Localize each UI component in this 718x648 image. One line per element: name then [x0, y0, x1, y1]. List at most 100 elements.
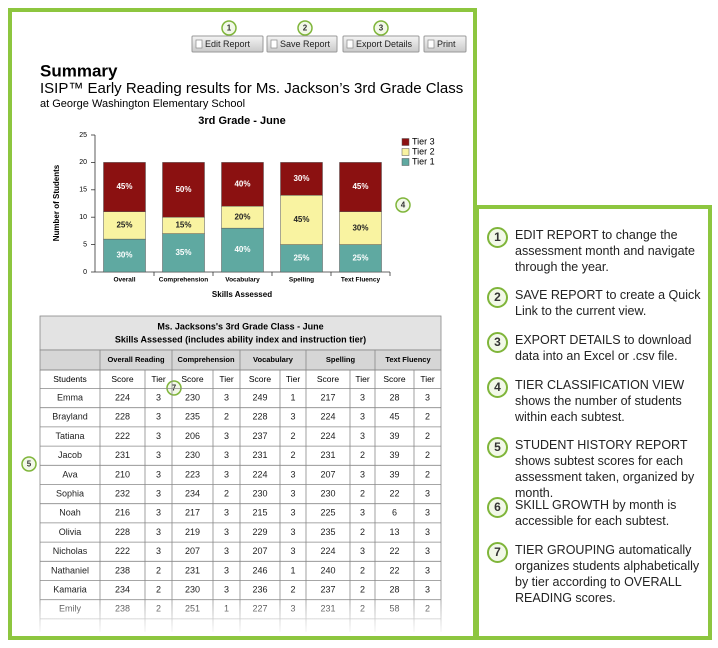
- table-cell: 228: [115, 527, 130, 537]
- table-cell: 228: [115, 412, 130, 422]
- table-cell: 2: [360, 584, 365, 594]
- callout-number: 5: [27, 460, 32, 469]
- table-cell: 2: [290, 450, 295, 460]
- table-cell: 28: [389, 392, 399, 402]
- button-icon: [427, 39, 435, 49]
- callout-marker: [166, 380, 182, 396]
- value-label: 45%: [352, 182, 368, 191]
- table-cell: 3: [224, 546, 229, 556]
- toolbar-button[interactable]: Export Details: [342, 35, 420, 53]
- table-cell: 231: [185, 565, 200, 575]
- note-text: SKILL GROWTH by month is accessible for …: [515, 498, 677, 528]
- table-cell: 3: [156, 412, 161, 422]
- table-cell: 6: [392, 508, 397, 518]
- note-text: TIER CLASSIFICATION VIEW shows the numbe…: [515, 378, 685, 424]
- bar-segment: [339, 244, 382, 273]
- table-cell: 229: [252, 527, 267, 537]
- x-tick-label: Comprehension: [159, 277, 209, 284]
- callout-marker: [297, 20, 313, 36]
- button-icon: [346, 39, 354, 49]
- table-cell: 3: [425, 584, 430, 594]
- table-cell: 2: [425, 412, 430, 422]
- column-header: Tier: [420, 374, 434, 384]
- group-header: Comprehension: [177, 355, 235, 364]
- table-cell: 3: [224, 584, 229, 594]
- table-cell: 237: [320, 584, 335, 594]
- bar-segment: [103, 162, 146, 212]
- table-cell: 3: [360, 546, 365, 556]
- table-cell: 3: [425, 546, 430, 556]
- table-cell: 3: [360, 392, 365, 402]
- bar-segment: [162, 162, 205, 218]
- table-cell: 3: [224, 508, 229, 518]
- table-cell: 3: [290, 546, 295, 556]
- student-table: Ms. Jacksons's 3rd Grade Class - June Ski…: [39, 315, 442, 632]
- table-cell: 3: [156, 488, 161, 498]
- table-cell: 216: [115, 508, 130, 518]
- toolbar-button[interactable]: Print: [423, 35, 467, 53]
- table-cell: 217: [320, 392, 335, 402]
- table-cell: 230: [185, 584, 200, 594]
- note: 7 TIER GROUPING automatically organizes s…: [487, 542, 702, 606]
- table-cell: 2: [425, 450, 430, 460]
- table-cell: 3: [156, 508, 161, 518]
- y-tick-label: 5: [83, 241, 87, 248]
- table-title: Ms. Jacksons's 3rd Grade Class - June: [157, 321, 323, 331]
- table-cell: 3: [290, 469, 295, 479]
- note: 3 EXPORT DETAILS to download data into an…: [487, 332, 702, 364]
- callout-number: 3: [379, 24, 384, 33]
- student-name: Noah: [59, 508, 81, 518]
- toolbar-button[interactable]: Save Report: [266, 35, 338, 53]
- bar-segment: [339, 162, 382, 212]
- table-cell: 238: [115, 565, 130, 575]
- student-name: Brayland: [52, 412, 88, 422]
- notes-panel: 1 EDIT REPORT to change the assessment mo…: [475, 205, 712, 640]
- column-header: Students: [53, 374, 87, 384]
- table-cell: 237: [252, 431, 267, 441]
- table-cell: 235: [185, 412, 200, 422]
- student-name: Tatiana: [55, 431, 84, 441]
- note: 5 STUDENT HISTORY REPORT shows subtest sc…: [487, 437, 702, 501]
- button-label: Edit Report: [205, 39, 251, 49]
- table-cell: 207: [185, 546, 200, 556]
- table-cell: 3: [425, 565, 430, 575]
- table-cell: 3: [425, 527, 430, 537]
- table-cell: 224: [320, 546, 335, 556]
- x-axis-label: Skills Assessed: [212, 290, 272, 299]
- column-header: Tier: [286, 374, 300, 384]
- table-cell: 3: [156, 546, 161, 556]
- student-name: Nicholas: [53, 546, 88, 556]
- table-cell: 3: [360, 508, 365, 518]
- legend-swatch: [401, 148, 410, 156]
- table-cell: 1: [290, 392, 295, 402]
- callout-number: 2: [303, 24, 308, 33]
- value-label: 15%: [175, 221, 191, 230]
- column-header: Score: [317, 374, 339, 384]
- callout-marker: [373, 20, 389, 36]
- note: 6 SKILL GROWTH by month is accessible for…: [487, 497, 702, 529]
- bar-segment: [221, 227, 264, 273]
- table-cell: 230: [252, 488, 267, 498]
- bar-segment: [339, 211, 382, 245]
- table-subtitle: Skills Assessed (includes ability index …: [115, 334, 366, 344]
- table-cell: 3: [156, 431, 161, 441]
- y-tick-label: 20: [79, 159, 87, 166]
- table-cell: 215: [252, 508, 267, 518]
- group-header: Text Fluency: [385, 355, 431, 364]
- y-tick-label: 25: [79, 132, 87, 139]
- bar-segment: [103, 211, 146, 240]
- table-cell: 3: [224, 392, 229, 402]
- button-icon: [195, 39, 203, 49]
- table-cell: 2: [360, 450, 365, 460]
- legend-swatch: [401, 138, 410, 146]
- callout-number: 1: [227, 24, 232, 33]
- table-cell: 3: [290, 527, 295, 537]
- table-cell: 3: [156, 469, 161, 479]
- table-cell: 2: [224, 488, 229, 498]
- y-tick-label: 0: [83, 269, 87, 276]
- table-cell: 28: [389, 584, 399, 594]
- table-cell: 1: [290, 565, 295, 575]
- note-number: 4: [487, 377, 508, 398]
- table-cell: 3: [224, 565, 229, 575]
- toolbar-button[interactable]: Edit Report: [191, 35, 264, 53]
